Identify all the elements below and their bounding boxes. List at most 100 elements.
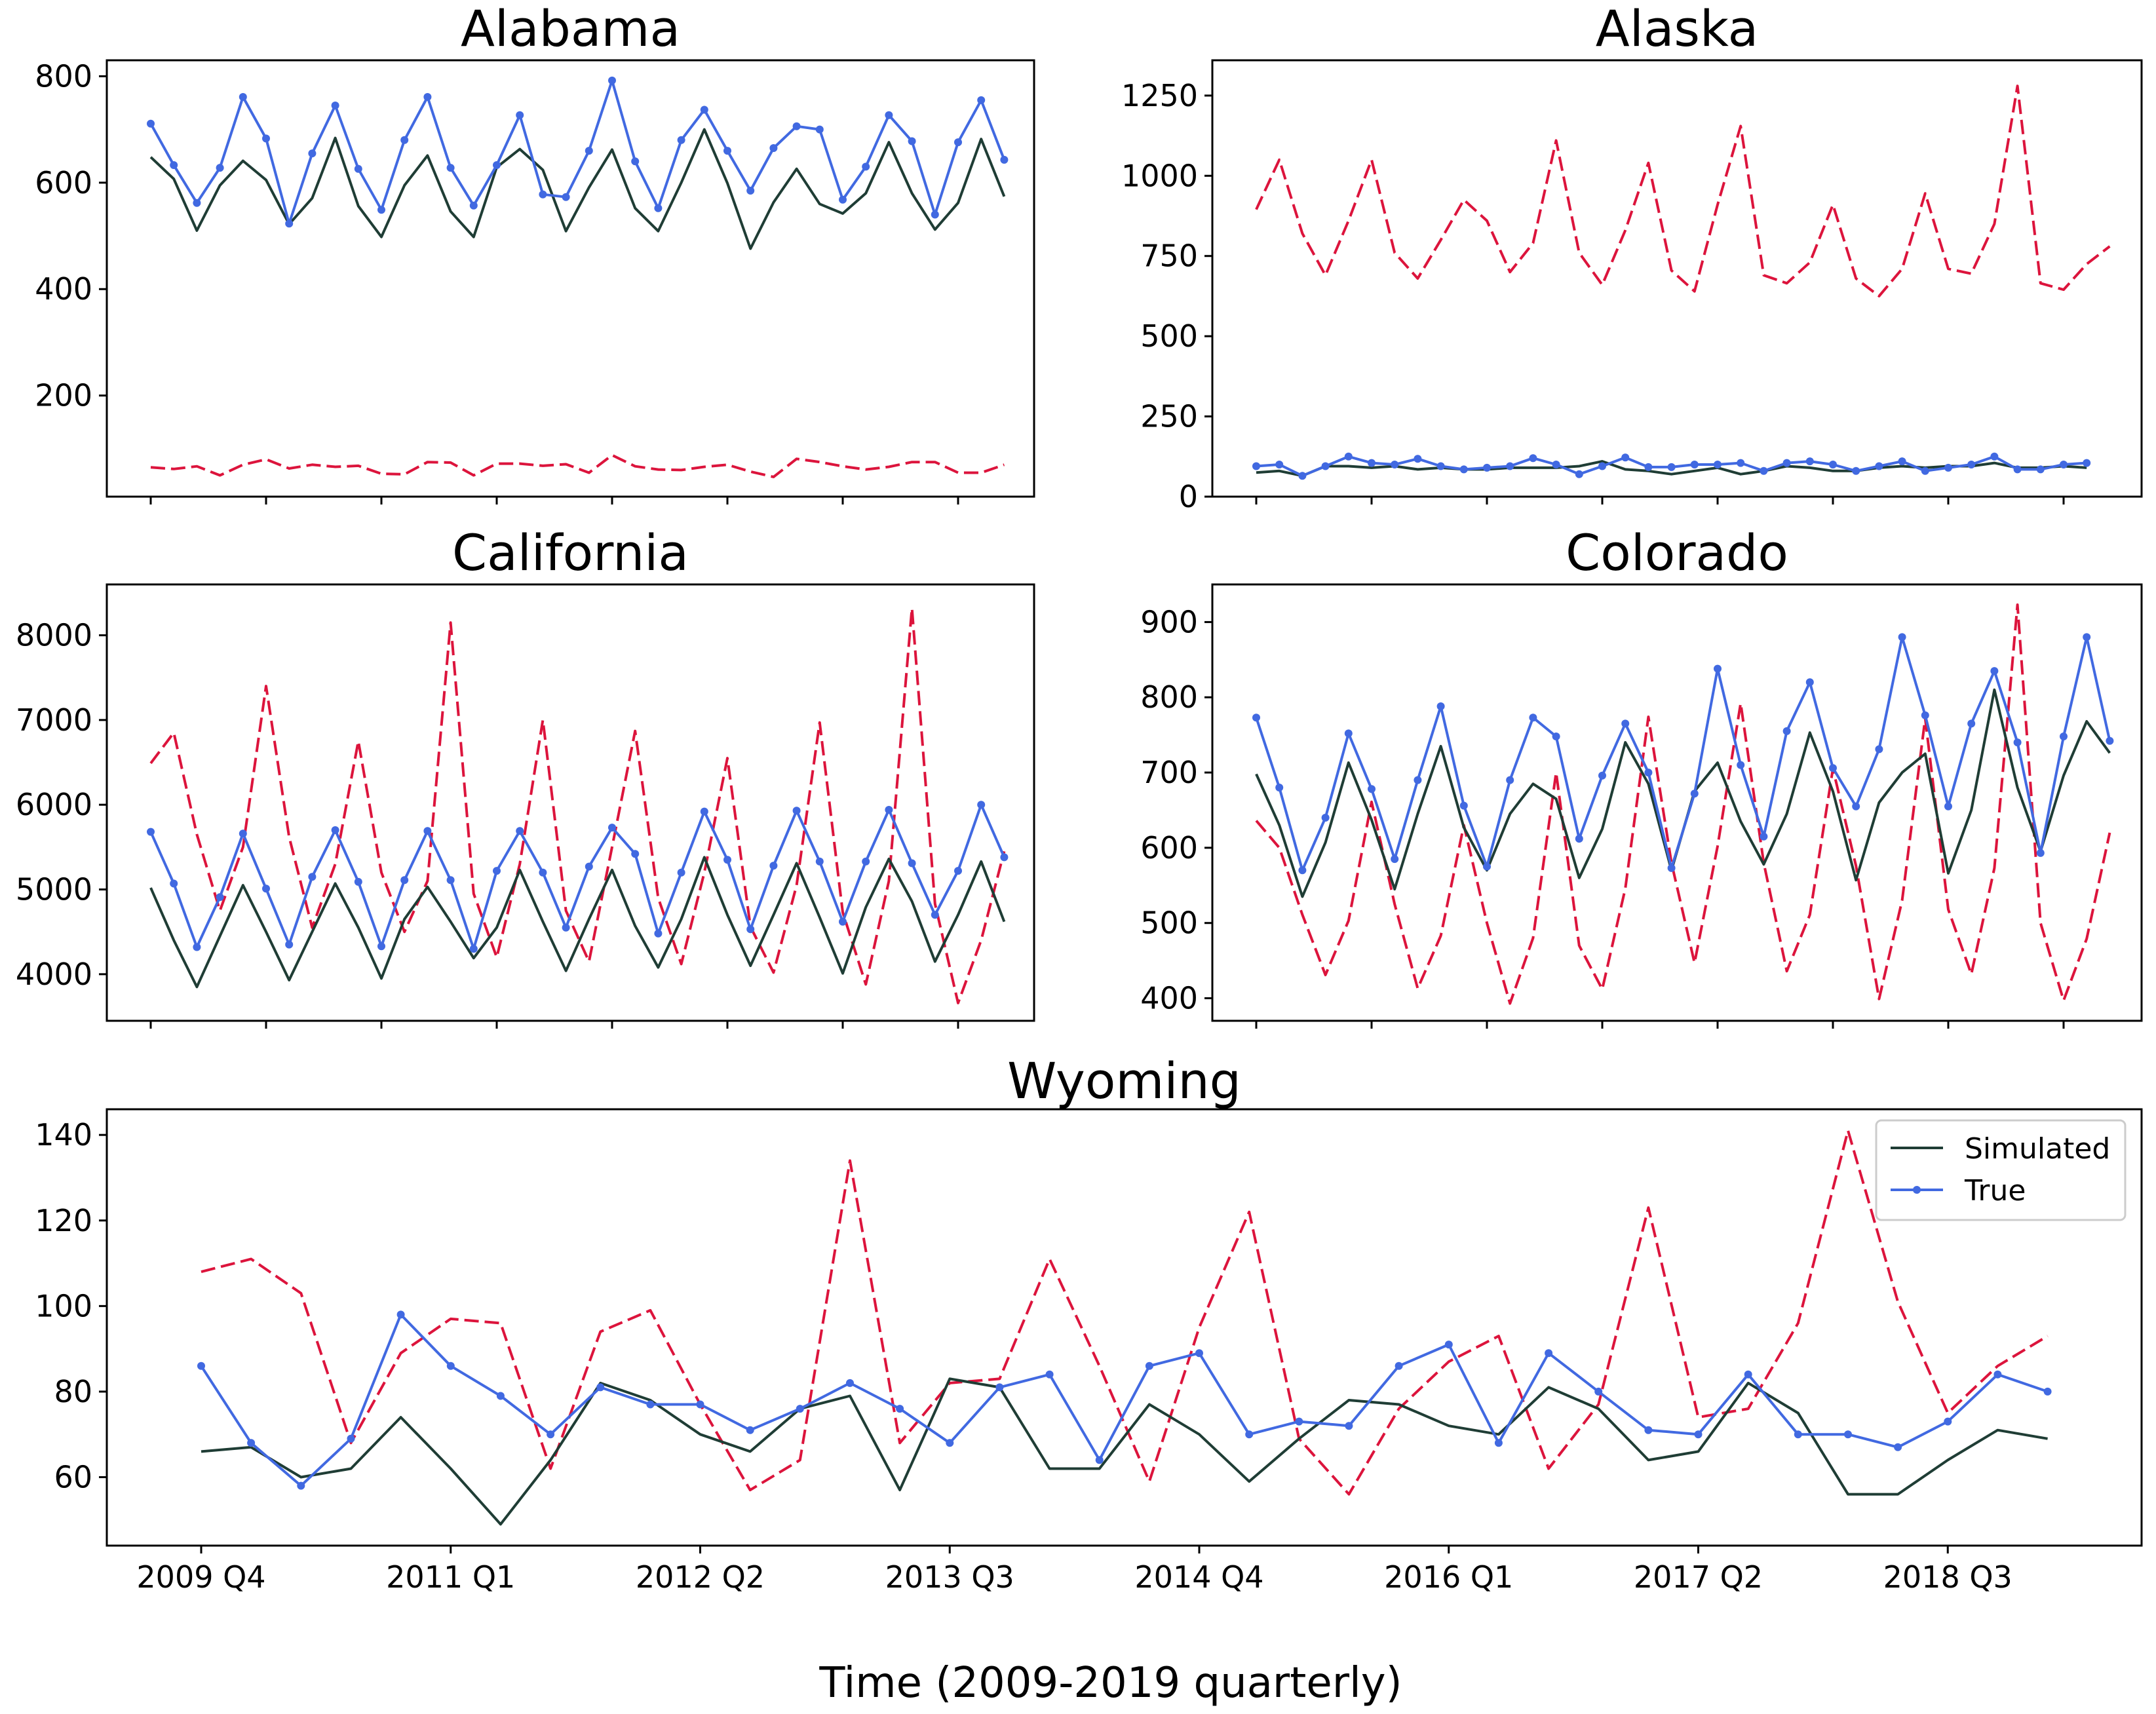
y-tick-label: 400 bbox=[35, 271, 92, 307]
data-point-true bbox=[331, 102, 339, 109]
data-point-true bbox=[1368, 785, 1376, 793]
data-point-true bbox=[723, 856, 731, 864]
data-point-true bbox=[297, 1481, 305, 1490]
y-tick-label: 900 bbox=[1140, 604, 1198, 639]
data-point-true bbox=[1529, 714, 1537, 722]
data-point-true bbox=[954, 138, 962, 147]
data-point-true bbox=[1993, 1370, 2002, 1379]
series-line-simulated bbox=[1255, 688, 2111, 898]
data-point-true bbox=[1782, 727, 1791, 735]
data-point-true bbox=[547, 1430, 555, 1439]
data-point-true bbox=[193, 199, 201, 207]
data-point-true bbox=[1621, 453, 1630, 462]
data-point-true bbox=[1990, 452, 1999, 461]
data-point-true bbox=[262, 134, 270, 143]
y-tick-label: 1000 bbox=[1121, 158, 1198, 193]
y-tick-label: 400 bbox=[1140, 981, 1198, 1016]
legend-box bbox=[1875, 1119, 2127, 1221]
y-tick-label: 800 bbox=[1140, 679, 1198, 715]
data-point-true bbox=[2060, 461, 2068, 468]
data-point-true bbox=[147, 119, 155, 128]
series-group bbox=[1252, 85, 2111, 480]
data-point-true bbox=[1737, 459, 1745, 467]
subplot-title: Alaska bbox=[1596, 0, 1759, 58]
data-point-true bbox=[677, 868, 685, 877]
data-point-true bbox=[585, 862, 593, 871]
series-group bbox=[147, 76, 1009, 478]
data-point-true bbox=[1345, 1422, 1353, 1430]
data-point-true bbox=[585, 147, 593, 155]
data-point-true bbox=[170, 161, 178, 169]
axes-frame bbox=[106, 59, 1035, 498]
data-point-true bbox=[377, 206, 385, 214]
data-point-true bbox=[885, 806, 893, 814]
data-point-true bbox=[1298, 472, 1307, 480]
data-point-true bbox=[1921, 467, 1929, 475]
data-point-true bbox=[792, 807, 801, 815]
data-point-true bbox=[1414, 455, 1422, 463]
data-point-true bbox=[896, 1405, 904, 1413]
data-point-true bbox=[815, 125, 824, 134]
data-point-true bbox=[469, 201, 478, 210]
x-tick-label: 2018 Q3 bbox=[1883, 1559, 2012, 1595]
data-point-true bbox=[1944, 802, 1952, 810]
data-point-true bbox=[931, 911, 939, 919]
data-point-true bbox=[400, 876, 409, 885]
data-point-true bbox=[239, 93, 247, 101]
data-point-true bbox=[1594, 1387, 1603, 1396]
axes-frame bbox=[106, 1108, 2143, 1547]
data-point-true bbox=[1459, 801, 1468, 810]
data-point-true bbox=[1667, 864, 1676, 872]
data-point-true bbox=[2043, 1387, 2052, 1396]
data-point-true bbox=[170, 879, 178, 888]
subplot-colorado: Colorado 400 500 600 700 800 900 bbox=[1140, 524, 2143, 1029]
data-point-true bbox=[954, 867, 962, 875]
data-point-true bbox=[1844, 1430, 1852, 1439]
y-tick-label: 600 bbox=[35, 165, 92, 200]
data-point-true bbox=[1321, 814, 1330, 822]
data-point-true bbox=[446, 1362, 455, 1370]
data-point-true bbox=[1436, 702, 1445, 710]
series-line-simulated bbox=[201, 1377, 2048, 1526]
data-point-true bbox=[839, 195, 847, 204]
data-point-true bbox=[423, 827, 432, 835]
y-tick-label: 500 bbox=[1140, 905, 1198, 941]
data-point-true bbox=[308, 149, 317, 158]
axes-frame bbox=[1211, 59, 2143, 498]
data-point-true bbox=[308, 873, 317, 881]
data-point-true bbox=[1095, 1456, 1104, 1464]
data-point-true bbox=[1805, 457, 1814, 466]
series-group bbox=[147, 607, 1009, 1004]
data-point-true bbox=[977, 801, 986, 809]
y-tick-label: 250 bbox=[1140, 399, 1198, 434]
data-point-true bbox=[1944, 1417, 1952, 1426]
data-point-true bbox=[2013, 738, 2022, 747]
data-point-true bbox=[1391, 461, 1399, 468]
data-point-true bbox=[631, 157, 640, 166]
data-point-true bbox=[608, 824, 616, 832]
data-point-true bbox=[1494, 1439, 1503, 1447]
series-line-simulated bbox=[149, 856, 1006, 989]
data-point-true bbox=[1575, 470, 1583, 478]
data-point-true bbox=[1944, 463, 1952, 472]
data-point-true bbox=[1529, 454, 1537, 463]
data-point-true bbox=[539, 190, 547, 199]
data-point-true bbox=[1298, 866, 1307, 875]
data-point-true bbox=[562, 193, 570, 201]
data-point-true bbox=[977, 96, 986, 104]
y-tick-label: 200 bbox=[35, 378, 92, 413]
y-tick-label: 120 bbox=[35, 1203, 92, 1238]
subplot-california: California 4000 5000 6000 7000 8000 bbox=[16, 524, 1035, 1029]
data-point-true bbox=[1967, 461, 1976, 468]
data-point-true bbox=[377, 942, 385, 951]
data-point-true bbox=[1545, 1349, 1553, 1358]
data-point-true bbox=[1295, 1417, 1303, 1426]
data-point-true bbox=[769, 144, 778, 152]
data-point-true bbox=[608, 76, 616, 85]
data-point-true bbox=[493, 867, 501, 875]
data-point-true bbox=[216, 164, 224, 172]
data-point-true bbox=[815, 857, 824, 866]
series-line-true bbox=[149, 803, 1006, 951]
y-tick-label: 5000 bbox=[16, 872, 92, 907]
